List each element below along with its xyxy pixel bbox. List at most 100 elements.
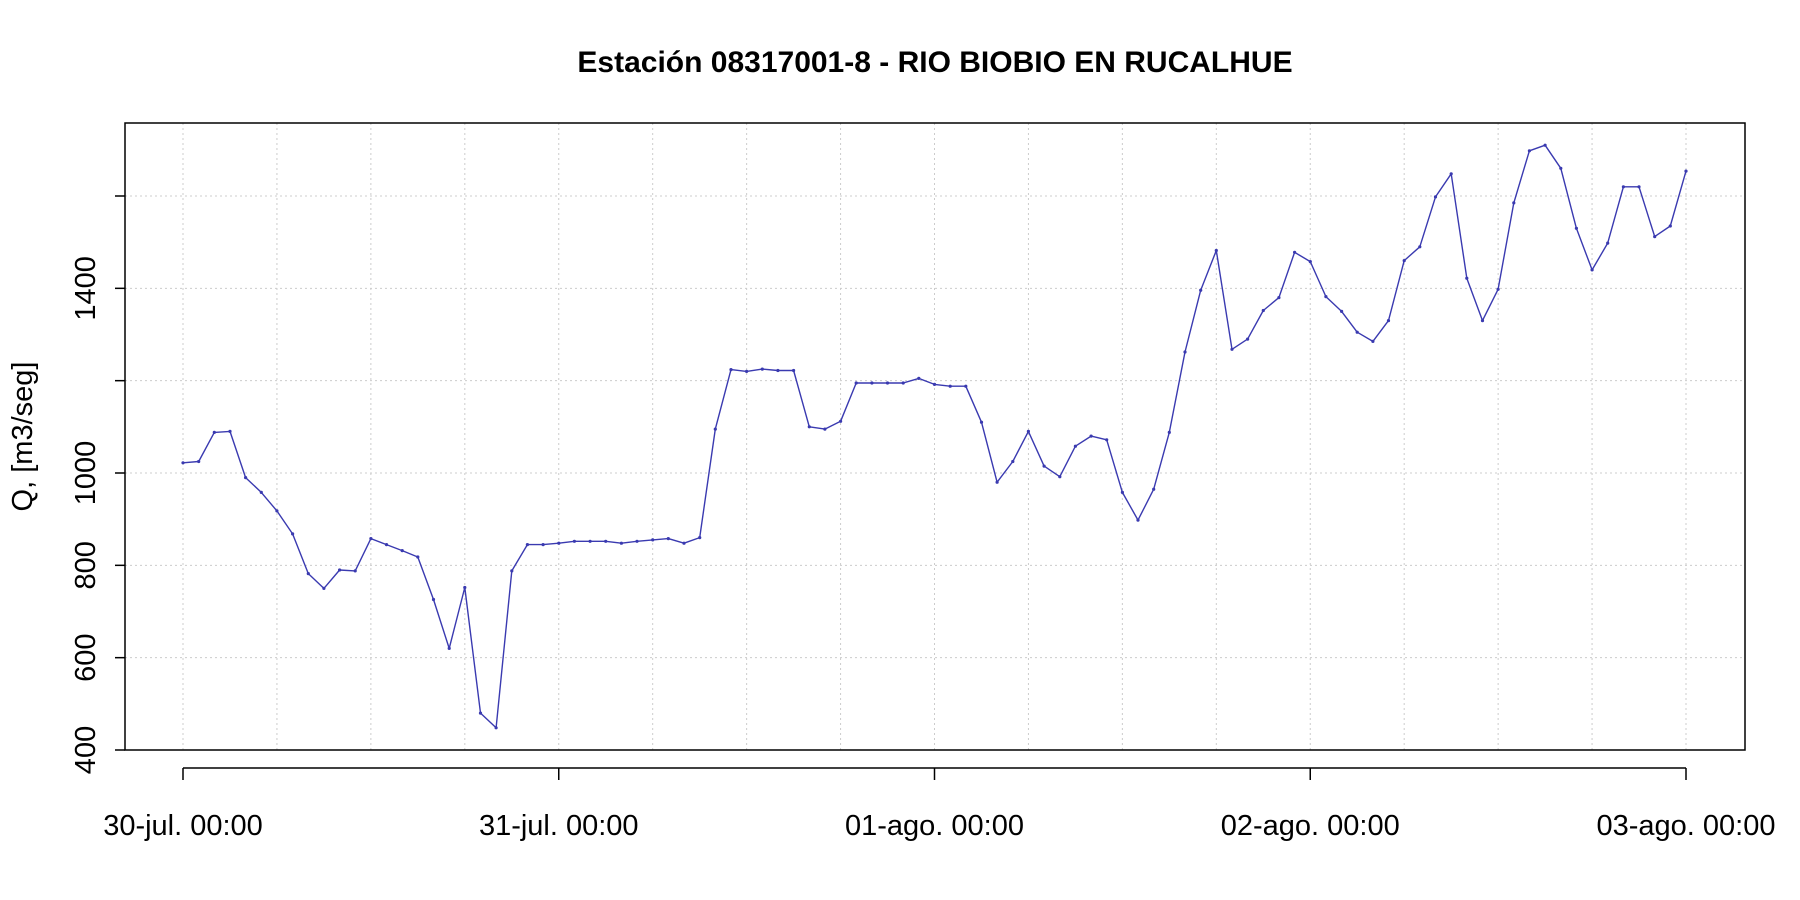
data-point <box>1073 444 1077 448</box>
y-tick-label: 800 <box>70 541 102 589</box>
data-point <box>275 509 279 513</box>
data-point <box>1621 185 1625 189</box>
data-point <box>1183 350 1187 354</box>
data-point <box>979 420 984 424</box>
series-group <box>181 143 1688 730</box>
data-point <box>1230 347 1234 351</box>
data-point <box>1120 490 1124 494</box>
data-point <box>885 381 890 385</box>
data-point <box>416 555 420 559</box>
data-point <box>1512 201 1516 205</box>
data-point <box>228 429 232 433</box>
data-point <box>181 461 185 465</box>
data-point <box>792 368 796 373</box>
data-point <box>807 425 811 429</box>
data-point <box>463 585 467 590</box>
data-point <box>384 543 389 547</box>
data-point <box>823 427 827 431</box>
data-point <box>1136 518 1140 522</box>
data-point <box>212 430 216 434</box>
data-point <box>353 569 357 573</box>
data-point <box>259 490 263 494</box>
x-axis: 30-jul. 00:00 31-jul. 00:00 01-ago. 00:00 0… <box>103 767 1775 842</box>
y-axis: 400 600 800 1000 1400 <box>70 195 125 774</box>
data-point <box>729 368 733 372</box>
x-tick-label: 01-ago. 00:00 <box>845 810 1024 842</box>
data-point <box>1277 296 1281 300</box>
data-point <box>1606 241 1610 245</box>
data-point <box>525 543 530 547</box>
data-point <box>932 382 937 386</box>
data-point <box>1340 309 1344 313</box>
data-point <box>682 541 686 545</box>
data-point <box>1011 459 1015 464</box>
data-point <box>1152 487 1156 491</box>
data-point <box>478 711 483 715</box>
data-point <box>322 586 326 591</box>
data-point <box>917 376 921 380</box>
data-point <box>588 539 592 543</box>
data-point <box>1105 438 1109 442</box>
data-point <box>1386 319 1391 323</box>
series-line <box>182 144 1687 729</box>
data-point <box>604 539 608 543</box>
data-point <box>1293 250 1297 254</box>
data-point <box>1574 226 1578 230</box>
data-point <box>1433 195 1438 199</box>
data-point <box>306 572 310 576</box>
plot-frame <box>124 122 1746 751</box>
data-point <box>447 646 451 651</box>
data-point <box>1058 475 1062 479</box>
data-point <box>369 537 373 541</box>
data-point <box>1261 308 1265 313</box>
y-tick-label: 1400 <box>70 256 102 321</box>
data-point <box>713 427 717 431</box>
data-point <box>400 549 404 553</box>
data-point <box>1449 172 1453 176</box>
data-point <box>760 367 764 371</box>
data-point <box>619 541 624 545</box>
data-point <box>541 543 545 547</box>
data-point <box>1465 276 1469 280</box>
data-point <box>651 538 655 542</box>
data-point <box>557 541 561 545</box>
data-point <box>1527 149 1531 153</box>
data-point <box>494 726 498 730</box>
data-point <box>698 536 702 540</box>
data-point <box>635 539 639 543</box>
data-point <box>1543 143 1547 147</box>
data-point <box>1214 248 1218 253</box>
data-point <box>510 569 514 573</box>
x-tick-label: 02-ago. 00:00 <box>1221 810 1400 842</box>
data-point <box>1590 268 1594 272</box>
y-tick-label: 600 <box>70 633 102 681</box>
data-point <box>1042 464 1046 468</box>
data-point <box>1167 430 1171 434</box>
x-tick-label: 31-jul. 00:00 <box>479 810 639 842</box>
y-tick-label: 1000 <box>70 441 102 506</box>
data-point <box>1355 330 1359 334</box>
data-point <box>1559 166 1563 170</box>
data-point <box>1668 224 1672 228</box>
data-point <box>1496 287 1500 291</box>
data-point <box>948 384 952 388</box>
data-point <box>995 480 999 484</box>
data-point <box>1324 295 1328 299</box>
data-point <box>745 369 749 373</box>
data-point <box>1653 235 1657 239</box>
data-point <box>1371 339 1375 343</box>
data-point <box>901 381 905 385</box>
data-point <box>244 476 248 480</box>
y-axis-label: Q, [m3/seg] <box>7 362 39 512</box>
data-point <box>854 381 858 385</box>
data-point <box>572 539 577 543</box>
data-point <box>1246 337 1250 341</box>
data-point <box>1026 429 1030 433</box>
data-point <box>431 597 436 602</box>
data-point <box>197 459 201 464</box>
y-tick-label: 400 <box>70 726 102 774</box>
x-tick-label: 30-jul. 00:00 <box>103 810 263 842</box>
data-point <box>1684 169 1688 173</box>
data-point <box>291 532 295 536</box>
